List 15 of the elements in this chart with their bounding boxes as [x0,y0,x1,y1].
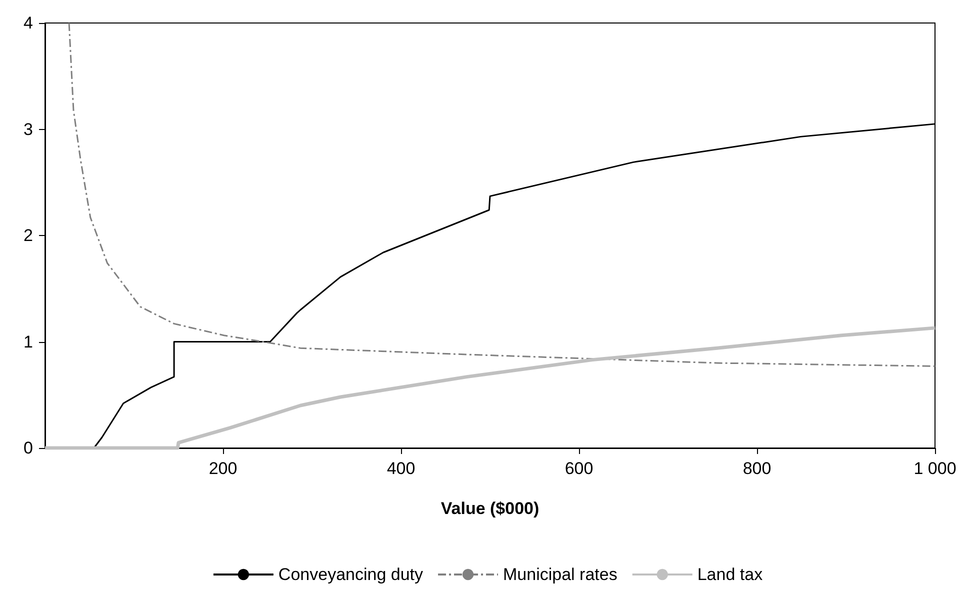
x-tick-label: 800 [742,459,772,478]
legend-label: Land tax [697,565,764,584]
y-tick-label: 4 [24,14,33,32]
legend-label: Conveyancing duty [278,565,424,584]
legend-label: Municipal rates [503,565,618,584]
x-axis-title: Value ($000) [440,499,540,518]
line-series [68,22,936,367]
y-tick-label: 2 [24,226,33,245]
x-tick-label: 400 [386,459,416,478]
x-tick-label: 1 000 [914,459,956,478]
x-tick-label: 600 [564,459,594,478]
y-tick-label: 1 [24,332,33,352]
x-tick-label: 200 [208,459,238,478]
y-tick-label: 3 [24,120,33,139]
y-tick-label: 0 [24,438,33,458]
